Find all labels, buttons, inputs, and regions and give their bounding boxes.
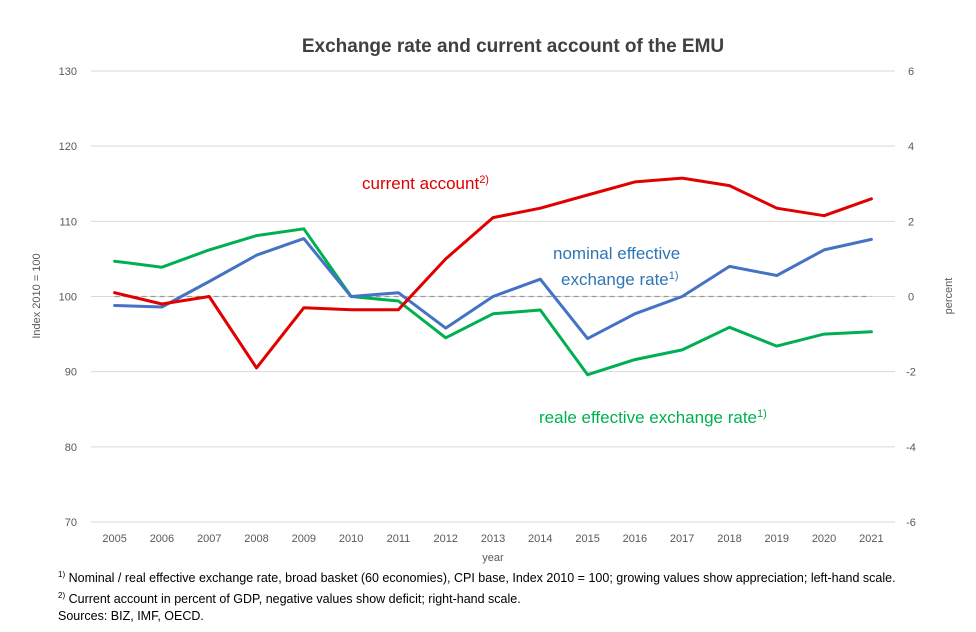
x-tick: 2013: [481, 533, 505, 545]
label-current-account-sup: 2): [479, 174, 489, 186]
y-tick-left: 120: [59, 141, 77, 153]
y-tick-left: 100: [59, 292, 77, 304]
x-tick: 2020: [812, 533, 836, 545]
footnote-2-text: Current account in percent of GDP, negat…: [65, 592, 521, 607]
x-tick: 2017: [670, 533, 694, 545]
y-tick-left: 80: [65, 442, 77, 454]
label-real-sup: 1): [757, 408, 767, 420]
footnote-sources: Sources: BIZ, IMF, OECD.: [58, 609, 204, 624]
footnote-1: 1) Nominal / real effective exchange rat…: [58, 566, 896, 587]
y-tick-right: 2: [908, 216, 914, 228]
y-tick-right: 0: [908, 292, 914, 304]
y-tick-left: 110: [59, 216, 77, 228]
x-tick: 2010: [339, 533, 363, 545]
y-tick-right: -6: [906, 517, 916, 529]
footnote-1-marker: 1): [58, 570, 66, 579]
y-axis-right-label: percent: [943, 278, 955, 315]
x-tick: 2008: [244, 533, 268, 545]
footnote-2: 2) Current account in percent of GDP, ne…: [58, 587, 896, 608]
x-tick: 2011: [387, 533, 411, 545]
x-tick: 2015: [575, 533, 599, 545]
label-current-account-text: current account: [362, 174, 479, 193]
y-axis-left-label: Index 2010 = 100: [31, 253, 43, 338]
x-tick: 2019: [765, 533, 789, 545]
x-axis-label: year: [482, 552, 504, 564]
footnote-1-text: Nominal / real effective exchange rate, …: [65, 571, 896, 586]
x-tick: 2014: [528, 533, 552, 545]
series-real-effective: [113, 227, 873, 377]
x-tick: 2018: [717, 533, 741, 545]
y-tick-right: 6: [908, 66, 914, 78]
label-real-text: reale effective exchange rate: [539, 408, 757, 427]
y-tick-right: -2: [906, 367, 916, 379]
y-tick-right: -4: [906, 442, 916, 454]
x-tick: 2012: [433, 533, 457, 545]
x-axis-ticks: 2005 2006 2007 2008 2009 2010 2011 2012 2013 2014…: [102, 533, 883, 545]
y-axis-left-ticks: 70 80 90 100 110 120 130: [59, 66, 77, 529]
label-real: reale effective exchange rate1): [539, 408, 767, 427]
x-tick: 2016: [623, 533, 647, 545]
x-tick: 2007: [197, 533, 221, 545]
series-nominal-effective: [113, 237, 873, 341]
label-current-account: current account2): [362, 174, 489, 193]
y-tick-left: 130: [59, 66, 77, 78]
footnote-2-marker: 2): [58, 591, 66, 601]
x-tick: 2006: [150, 533, 174, 545]
footnotes: 1) Nominal / real effective exchange rat…: [58, 566, 896, 625]
x-tick: 2021: [859, 533, 883, 545]
x-tick: 2005: [102, 533, 126, 545]
label-nominal-line1: nominal effective: [553, 244, 680, 263]
label-nominal-sup: 1): [669, 270, 679, 282]
label-nominal-line2: exchange rate1): [561, 270, 679, 289]
y-axis-right-ticks: -6 -4 -2 0 2 4 6: [906, 66, 916, 529]
y-tick-left: 90: [65, 367, 77, 379]
series-lines: [113, 176, 873, 377]
label-nominal-line2-text: exchange rate: [561, 270, 669, 289]
y-tick-right: 4: [908, 141, 914, 153]
series-current-account: [113, 176, 873, 370]
chart-title: Exchange rate and current account of the…: [302, 36, 724, 57]
y-tick-left: 70: [65, 517, 77, 529]
x-tick: 2009: [292, 533, 316, 545]
